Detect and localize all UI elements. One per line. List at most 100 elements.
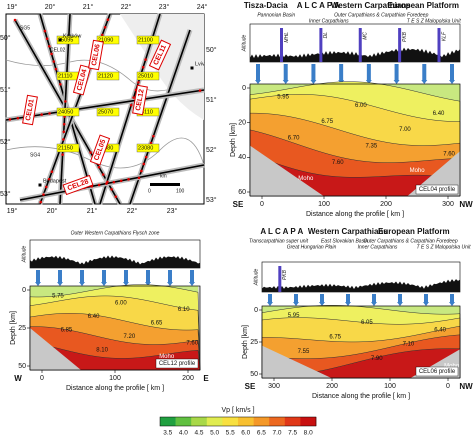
station-arrow <box>101 282 107 286</box>
topography <box>250 47 460 62</box>
end-label: NW <box>459 200 473 209</box>
lon-label: 19° <box>7 207 18 215</box>
y-tick-label: 0 <box>22 287 26 294</box>
y-tick-label: 25 <box>250 339 258 346</box>
axis-title: Distance along the profile [ km ] <box>312 393 410 400</box>
station-dot <box>47 178 51 181</box>
unit-label: Inner Carpathians <box>358 244 398 250</box>
lat-label: 51° <box>0 86 11 94</box>
station-arrow <box>189 282 195 286</box>
colorbar-cell <box>269 417 286 426</box>
station-dot <box>198 89 202 92</box>
station-arrow <box>35 282 41 286</box>
station-arrow <box>345 302 351 306</box>
lat-label: 53° <box>206 196 217 204</box>
lon-label: 23° <box>159 3 170 11</box>
y-tick-label: 25 <box>18 325 26 332</box>
profile-line <box>99 13 161 205</box>
station-label: 25070 <box>98 109 113 115</box>
velocity-label: 6.10 <box>178 307 190 313</box>
city-label: Budapest <box>43 178 67 184</box>
station-dot <box>13 18 17 22</box>
axis-title: Depth [km] <box>10 311 17 345</box>
region-header: Western Carpathians <box>331 1 411 10</box>
colorbar-cell <box>284 417 301 426</box>
station-dot <box>103 26 107 29</box>
station-flag <box>102 270 106 283</box>
station-label: 24050 <box>58 109 73 115</box>
x-tick-label: 100 <box>384 383 396 390</box>
colorbar-frame <box>159 416 317 427</box>
colorbar-tick-label: 5.5 <box>226 430 235 437</box>
profile-name: CEL06 <box>91 44 102 67</box>
velocity-label: 6.00 <box>115 300 127 306</box>
velocity-label: Moho <box>444 363 460 369</box>
region-header: Tisza-Dacia <box>244 1 288 10</box>
marker-bar <box>398 28 402 62</box>
no-coverage <box>30 328 81 370</box>
colorbar-cell <box>253 417 270 426</box>
velocity-label: 6.70 <box>288 135 300 141</box>
lon-label: 22° <box>121 3 132 11</box>
city-label: Kraków <box>63 33 81 39</box>
station-box <box>56 35 80 45</box>
velocity-label: Moho <box>410 168 426 174</box>
station-dot <box>110 187 113 191</box>
station-flag <box>256 64 260 81</box>
station-flag <box>268 294 272 303</box>
axis-title: Altitude <box>253 268 259 286</box>
scale-label: km <box>160 173 167 179</box>
station-dot <box>112 180 116 184</box>
velocity-label: Moho <box>159 354 175 360</box>
lat-label: 51° <box>206 96 217 104</box>
station-dot <box>52 60 56 63</box>
station-flag <box>398 294 402 303</box>
velocity-label: 7.90 <box>371 356 383 362</box>
profile-name-box <box>415 366 459 377</box>
station-arrow <box>393 80 400 84</box>
station-dot <box>42 193 45 196</box>
no-coverage <box>250 145 460 196</box>
axis-title: Depth [km] <box>230 123 237 157</box>
velocity-label: 7.60 <box>443 152 455 158</box>
marker-bar <box>319 28 323 62</box>
colorbar-tick-label: 5.0 <box>210 430 219 437</box>
lon-label: 20° <box>47 207 58 215</box>
region-header: Outer Western Carpathians Flysch zone <box>71 230 160 236</box>
station-arrow <box>79 282 85 286</box>
station-dot <box>61 153 64 156</box>
x-tick-label: 300 <box>268 383 280 390</box>
y-tick-label: 60 <box>238 189 246 196</box>
lon-label: 20° <box>45 3 56 11</box>
x-tick-label: 0 <box>260 201 264 208</box>
station-dot <box>149 141 153 145</box>
station-box <box>96 35 120 45</box>
profile-line <box>5 89 205 121</box>
station-flag <box>311 64 316 81</box>
station-arrow <box>57 282 63 286</box>
station-dot <box>114 195 118 198</box>
station-arrow <box>397 302 403 306</box>
station-arrow <box>319 302 325 306</box>
station-flag <box>283 64 288 81</box>
x-tick-label: 200 <box>380 201 392 208</box>
marker-label: MHL <box>284 32 290 43</box>
velocity-label: 6.40 <box>433 111 445 117</box>
station-flag <box>168 270 172 283</box>
x-tick-label: 100 <box>318 201 330 208</box>
y-tick-label: 40 <box>238 154 246 161</box>
lon-label: 21° <box>87 207 98 215</box>
station-flag <box>146 270 150 283</box>
station-label: 21110 <box>58 73 72 79</box>
station-flag <box>80 270 84 283</box>
station-dot <box>132 96 135 99</box>
colorbar-tick-label: 6.5 <box>257 430 266 437</box>
velocity-label: 6.65 <box>151 321 163 327</box>
x-tick-label: 0 <box>446 383 450 390</box>
colorbar-cell <box>238 417 254 426</box>
x-tick-label: 100 <box>109 375 121 382</box>
profile-tag-box <box>22 94 38 126</box>
profile-name-box <box>155 358 199 369</box>
lat-label: 52° <box>206 146 217 154</box>
colorbar-cell <box>175 417 192 426</box>
